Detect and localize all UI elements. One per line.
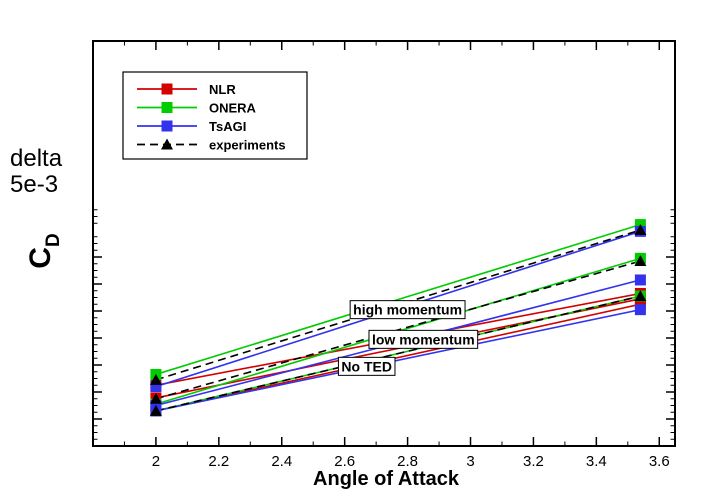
y-axis-note-scale: 5e-3 [10, 171, 59, 198]
data-point-experiments [149, 404, 162, 416]
data-point-experiments [634, 224, 647, 235]
y-axis-note-delta: delta [10, 145, 63, 172]
annotation-box [368, 329, 479, 349]
data-point-tsagi [634, 274, 646, 286]
annotation-box [349, 300, 466, 320]
legend-label-tsagi: TsAGI [209, 119, 246, 134]
annotation-label: high momentum [353, 302, 462, 318]
legend: NLR ONERA TsAGI experiments [122, 71, 308, 160]
x-tick-label: 2.4 [271, 453, 292, 470]
legend-label-experiments: experiments [209, 138, 286, 153]
legend-marker-experiments [161, 138, 173, 150]
series-line-experiments [155, 295, 641, 412]
legend-label-onera: ONERA [209, 101, 257, 116]
annotation-box [337, 356, 396, 376]
legend-marker-tsagi [161, 120, 173, 132]
x-tick-label: 2.8 [397, 453, 418, 470]
x-tick-label: 3.4 [586, 453, 607, 470]
x-axis-label: Angle of Attack [313, 468, 460, 490]
data-point-experiments [634, 290, 647, 302]
series-line-tsagi [155, 308, 641, 412]
annotations-layer: high momentum low momentum No TED [337, 300, 479, 376]
series-line-nlr [155, 303, 641, 412]
annotation-label: low momentum [372, 331, 475, 347]
x-tick-label: 2 [152, 453, 160, 470]
y-axis-label-main: C [24, 247, 57, 269]
y-axis-label-sub: D [43, 233, 64, 247]
annotation-label: No TED [341, 358, 392, 374]
data-point-experiments [149, 392, 162, 404]
x-tick-label: 2.2 [208, 453, 229, 470]
data-point-tsagi [634, 304, 646, 316]
y-axis-label: CD [24, 233, 64, 268]
plot-markers [149, 219, 647, 417]
data-point-tsagi [150, 381, 162, 393]
legend-marker-onera [161, 102, 173, 113]
legend-label-nlr: NLR [209, 82, 236, 97]
data-point-experiments [634, 255, 647, 267]
x-tick-label: 3.6 [649, 453, 670, 470]
series-line-onera [155, 223, 641, 376]
x-tick-label: 3 [466, 453, 474, 470]
legend-marker-nlr [161, 83, 173, 95]
x-tick-label: 3.2 [523, 453, 544, 470]
axis-ticks: 2 2.2 2.4 2.6 2.8 3 3.2 3.4 3.6 [93, 41, 675, 470]
x-tick-label: 2.6 [334, 453, 355, 470]
data-point-experiments [149, 373, 162, 385]
